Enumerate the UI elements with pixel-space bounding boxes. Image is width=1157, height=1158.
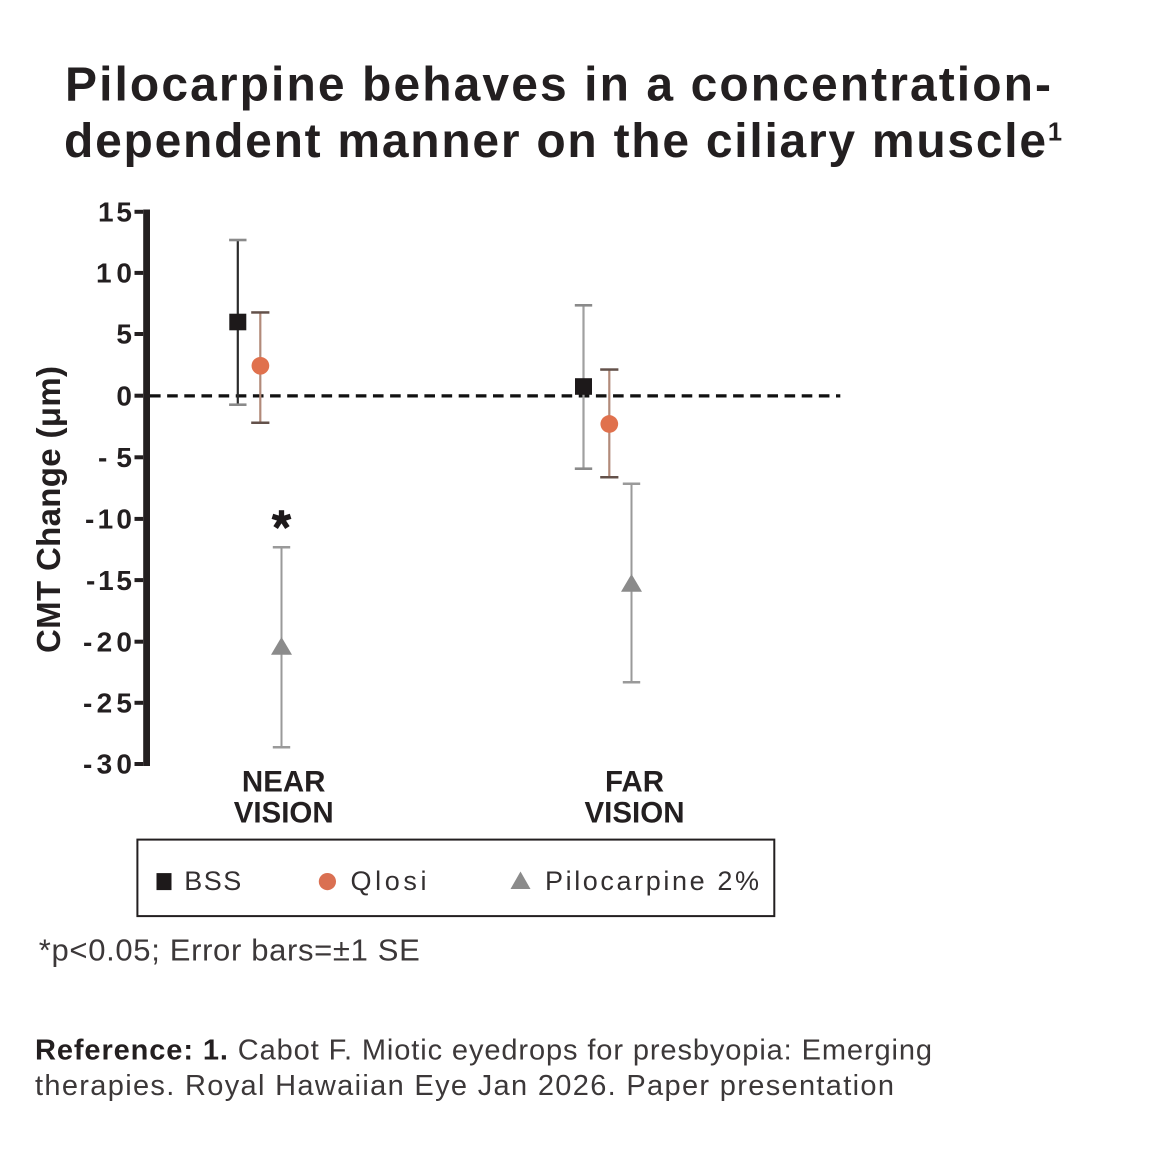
svg-text:-20: -20 — [83, 626, 132, 657]
svg-text:-30: -30 — [83, 749, 132, 780]
svg-text:Pilocarpine 2%: Pilocarpine 2% — [545, 866, 759, 896]
svg-text:-10: -10 — [85, 504, 132, 535]
svg-text:-15: -15 — [86, 565, 132, 596]
svg-text:dependent manner on the ciliar: dependent manner on the ciliary muscle1 — [64, 115, 1062, 168]
svg-text:therapies. Royal Hawaiian Eye: therapies. Royal Hawaiian Eye Jan 2026. … — [35, 1070, 894, 1102]
svg-text:Qlosi: Qlosi — [351, 866, 427, 896]
svg-text:*p<0.05; Error bars=±1 SE: *p<0.05; Error bars=±1 SE — [39, 932, 420, 967]
svg-text:NEAR: NEAR — [242, 766, 326, 799]
svg-text:-25: -25 — [83, 688, 132, 719]
svg-text:Reference: 1. Cabot F. Miotic: Reference: 1. Cabot F. Miotic eyedrops f… — [35, 1034, 932, 1066]
svg-text:FAR: FAR — [605, 766, 664, 799]
svg-text:BSS: BSS — [184, 866, 241, 896]
svg-text:VISION: VISION — [234, 797, 334, 830]
svg-text:Pilocarpine behaves in a conce: Pilocarpine behaves in a concentration- — [65, 59, 1051, 112]
svg-text:VISION: VISION — [585, 797, 685, 830]
svg-text:10: 10 — [96, 258, 132, 289]
svg-text:-5: -5 — [98, 442, 132, 473]
svg-text:5: 5 — [116, 319, 132, 350]
svg-text:CMT Change (μm): CMT Change (μm) — [30, 366, 67, 653]
svg-text:0: 0 — [116, 380, 132, 411]
svg-text:15: 15 — [98, 197, 132, 228]
